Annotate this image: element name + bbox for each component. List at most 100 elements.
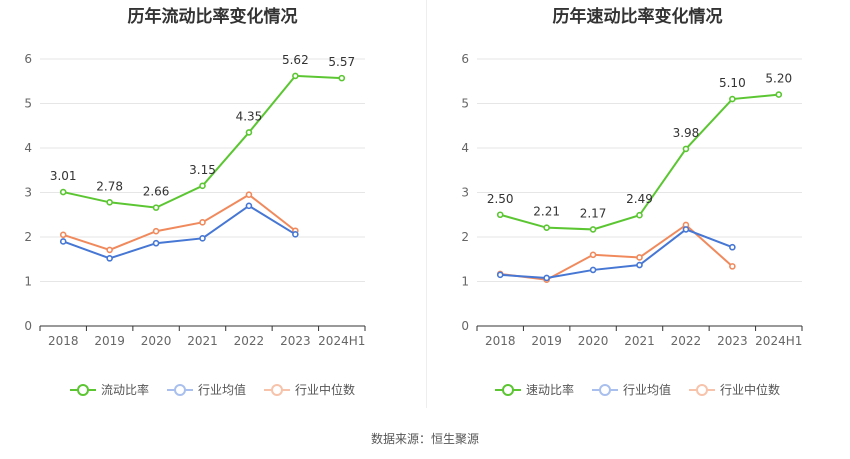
data-label: 2.50 [487,192,514,206]
legend-item-series-1[interactable]: 流动比率 [69,381,149,398]
y-tick-label: 1 [24,275,32,289]
y-tick-label: 1 [461,275,469,289]
data-point [152,239,160,247]
data-point [589,251,597,259]
x-tick-label: 2023 [280,334,311,348]
data-point [543,224,550,231]
data-label: 5.62 [282,53,309,67]
legend-item-series-3[interactable]: 行业中位数 [689,381,780,398]
x-tick-label: 2022 [671,334,702,348]
data-label: 2.49 [626,192,653,206]
x-tick-label: 2024H1 [755,334,802,348]
data-label: 2.78 [96,179,123,193]
series-line [62,204,296,260]
x-tick-label: 2019 [94,334,125,348]
data-label: 5.57 [328,55,355,69]
x-tick-label: 2023 [717,334,748,348]
y-tick-label: 6 [461,52,469,66]
data-label: 2.17 [580,206,607,220]
chart-legend: 流动比率 行业均值 行业中位数 [0,381,425,398]
data-label: 5.10 [719,76,746,90]
series-line [62,193,296,251]
data-point [589,266,597,274]
x-tick-label: 2024H1 [318,334,365,348]
y-tick-label: 4 [461,141,469,155]
data-point [199,182,206,190]
data-point [152,227,160,235]
chart-legend: 速动比率 行业均值 行业中位数 [425,381,850,398]
legend-label: 行业均值 [622,383,671,397]
data-point [292,231,299,238]
data-point [729,243,736,251]
data-label: 3.98 [673,126,700,140]
data-point [636,261,643,269]
legend-marker-icon [69,383,96,397]
data-point [106,198,113,206]
panel-divider [426,0,427,408]
legend-label: 流动比率 [100,383,149,397]
data-source-note: 数据来源：恒生聚源 [370,432,479,446]
legend-label: 行业均值 [197,383,246,397]
legend-marker-icon [166,383,193,397]
data-point [106,246,113,254]
y-tick-label: 0 [461,319,469,333]
x-tick-label: 2021 [187,334,218,348]
data-point [199,219,206,226]
data-point [543,274,550,282]
y-tick-label: 5 [461,97,469,111]
y-tick-label: 2 [24,230,32,244]
data-point [59,188,67,196]
y-tick-label: 2 [461,230,469,244]
data-point [589,226,597,233]
data-point [245,191,253,199]
y-tick-label: 6 [24,52,32,66]
chart-plot-area: 0 1 2 3 4 5 6 2018 2019 2020 2021 2022 2023 2024H1 3.0… [24,52,366,348]
data-point [496,211,504,219]
y-tick-label: 3 [461,186,469,200]
legend-item-series-3[interactable]: 行业中位数 [264,381,355,398]
legend-label: 行业中位数 [295,383,356,397]
legend-marker-icon [264,383,290,397]
legend-marker-icon [494,383,521,397]
x-tick-label: 2021 [624,334,655,348]
chart-panel-quick-ratio: 历年速动比率变化情况 0 1 2 3 4 5 6 2018 2019 2020 2021 2022 20… [425,0,850,420]
data-point [682,226,690,233]
data-point [59,231,67,239]
legend-label: 行业中位数 [720,383,781,397]
data-point [292,72,299,80]
x-tick-label: 2019 [531,334,562,348]
legend-item-series-2[interactable]: 行业均值 [166,381,246,398]
y-tick-label: 0 [24,319,32,333]
series-line [500,228,733,279]
data-label: 2.66 [143,185,170,199]
legend-item-series-2[interactable]: 行业均值 [591,381,671,398]
data-point [199,235,206,242]
legend-marker-icon [689,383,715,397]
chart-title: 历年流动比率变化情况 [127,7,298,27]
data-label: 4.35 [236,109,263,123]
legend-item-series-1[interactable]: 速动比率 [494,381,574,398]
chart-title: 历年速动比率变化情况 [552,7,723,27]
legend-label: 速动比率 [525,383,574,397]
x-tick-label: 2022 [234,334,265,348]
data-point [245,202,253,210]
y-tick-label: 4 [24,141,32,155]
data-point [59,238,67,245]
data-label: 3.15 [189,163,216,177]
data-label: 3.01 [50,169,77,183]
data-point [636,254,643,261]
data-point [775,91,783,98]
data-point [106,255,113,262]
x-tick-label: 2018 [48,334,79,348]
chart-panel-current-ratio: 历年流动比率变化情况 0 1 2 3 4 5 6 2018 2019 2020 2021 2022 20… [0,0,425,420]
x-tick-label: 2020 [578,334,609,348]
data-point [338,74,346,82]
legend-marker-icon [591,383,618,397]
data-point [496,271,504,279]
data-point [636,211,643,219]
data-point [729,95,736,103]
x-tick-label: 2018 [485,334,516,348]
data-label: 5.20 [765,72,792,86]
chart-plot-area: 0 1 2 3 4 5 6 2018 2019 2020 2021 2022 2023 2024H1 2.5… [461,52,803,348]
data-point [729,263,736,270]
